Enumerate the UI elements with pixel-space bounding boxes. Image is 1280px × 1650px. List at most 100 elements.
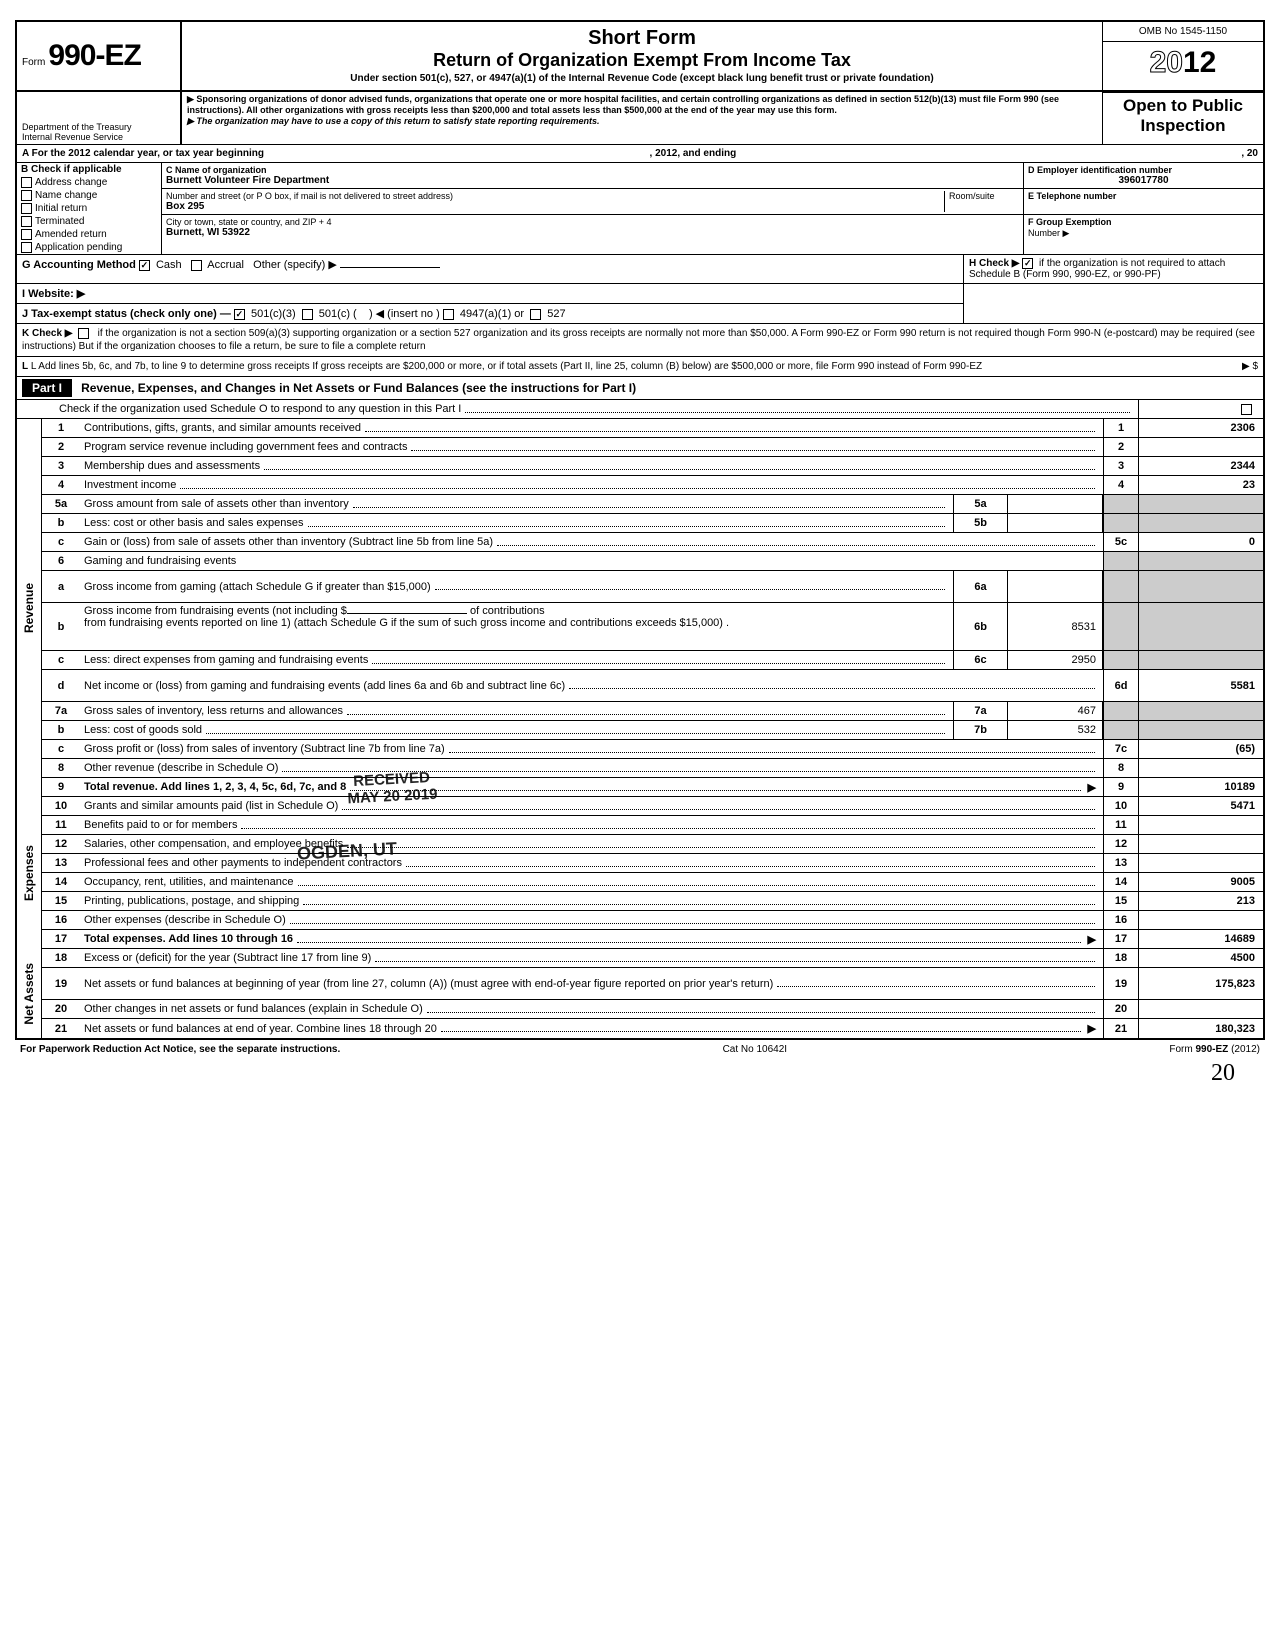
val-1: 2306: [1138, 419, 1263, 437]
val-11: [1138, 816, 1263, 834]
val-21: 180,323: [1138, 1019, 1263, 1038]
cb-4947[interactable]: [443, 309, 454, 320]
val-7c: (65): [1138, 740, 1263, 758]
org-name-row: C Name of organization Burnett Volunteer…: [162, 163, 1023, 189]
label-addr: Number and street (or P O box, if mail i…: [166, 191, 944, 201]
section-f: F Group Exemption Number ▶: [1024, 215, 1263, 241]
irs-label: Internal Revenue Service: [22, 132, 175, 142]
form-header: Form 990-EZ Short Form Return of Organiz…: [17, 22, 1263, 92]
label-city: City or town, state or country, and ZIP …: [166, 217, 1019, 227]
omb-number: OMB No 1545-1150: [1103, 22, 1263, 42]
section-a-text: A For the 2012 calendar year, or tax yea…: [22, 148, 264, 159]
label-phone: E Telephone number: [1028, 191, 1259, 201]
cat-number: Cat No 10642I: [723, 1044, 788, 1055]
val-19: 175,823: [1138, 968, 1263, 999]
cb-pending: Application pending: [17, 241, 161, 254]
val-17: 14689: [1138, 930, 1263, 948]
title-main: Return of Organization Exempt From Incom…: [192, 50, 1092, 71]
label-group2: Number ▶: [1028, 228, 1069, 238]
dept-box: Department of the Treasury Internal Reve…: [17, 92, 182, 144]
expenses-section: Expenses 10Grants and similar amounts pa…: [17, 797, 1263, 949]
val-6d: 5581: [1138, 670, 1263, 701]
form-number: 990-EZ: [48, 39, 140, 72]
signature: 20: [15, 1060, 1265, 1087]
cb-amended: Amended return: [17, 228, 161, 241]
label-accounting: G Accounting Method: [22, 259, 136, 271]
cb-527[interactable]: [530, 309, 541, 320]
label-name: C Name of organization: [166, 165, 1019, 175]
form-id-box: Form 990-EZ: [17, 22, 182, 90]
val-3: 2344: [1138, 457, 1263, 475]
section-j: J Tax-exempt status (check only one) — ✓…: [17, 304, 963, 323]
addr-row: Number and street (or P O box, if mail i…: [162, 189, 1023, 215]
inspection-box: Open to Public Inspection: [1103, 92, 1263, 144]
paperwork-notice: For Paperwork Reduction Act Notice, see …: [20, 1044, 340, 1055]
val-12: [1138, 835, 1263, 853]
val-20: [1138, 1000, 1263, 1018]
cb-name: Name change: [17, 189, 161, 202]
satisfy-note: ▶ The organization may have to use a cop…: [187, 116, 1097, 127]
section-g: G Accounting Method ✓ Cash Accrual Other…: [17, 255, 963, 283]
val-2: [1138, 438, 1263, 456]
section-ij: I Website: ▶ J Tax-exempt status (check …: [17, 284, 1263, 324]
val-15: 213: [1138, 892, 1263, 910]
cb-501c[interactable]: [302, 309, 313, 320]
cb-terminated: Terminated: [17, 215, 161, 228]
title-short: Short Form: [192, 27, 1092, 50]
val-16: [1138, 911, 1263, 929]
city-value: Burnett, WI 53922: [166, 227, 1019, 238]
dept-row: Department of the Treasury Internal Reve…: [17, 92, 1263, 145]
revenue-section: Revenue 1Contributions, gifts, grants, a…: [17, 419, 1263, 797]
footer: For Paperwork Reduction Act Notice, see …: [15, 1040, 1265, 1055]
part1-title: Revenue, Expenses, and Changes in Net As…: [81, 381, 636, 395]
section-i: I Website: ▶: [17, 284, 963, 304]
section-c: C Name of organization Burnett Volunteer…: [162, 163, 1023, 254]
cb-sched-b[interactable]: ✓: [1022, 258, 1033, 269]
section-a-end: , 20: [1241, 148, 1258, 159]
section-def: D Employer identification number 3960177…: [1023, 163, 1263, 254]
tax-year: 2012: [1103, 42, 1263, 84]
val-7a: 467: [1008, 702, 1103, 720]
city-row: City or town, state or country, and ZIP …: [162, 215, 1023, 240]
cb-k[interactable]: [78, 328, 89, 339]
room-label: Room/suite: [949, 191, 1019, 201]
section-e: E Telephone number: [1024, 189, 1263, 215]
val-13: [1138, 854, 1263, 872]
label-group: F Group Exemption: [1028, 217, 1112, 227]
form-prefix: Form: [22, 57, 45, 68]
expenses-side: Expenses: [17, 797, 42, 949]
val-18: 4500: [1138, 949, 1263, 967]
dept-treasury: Department of the Treasury: [22, 122, 175, 132]
section-k: K Check ▶ if the organization is not a s…: [17, 324, 1263, 357]
cb-501c3[interactable]: ✓: [234, 309, 245, 320]
section-b-title: B Check if applicable: [17, 163, 161, 176]
org-name: Burnett Volunteer Fire Department: [166, 175, 1019, 186]
section-b: B Check if applicable Address change Nam…: [17, 163, 162, 254]
form-ref: Form 990-EZ (2012): [1169, 1044, 1260, 1055]
val-9: 10189: [1138, 778, 1263, 796]
cb-accrual[interactable]: [191, 260, 202, 271]
part1-header: Part I Revenue, Expenses, and Changes in…: [17, 377, 1263, 400]
label-ein: D Employer identification number: [1028, 165, 1259, 175]
val-10: 5471: [1138, 797, 1263, 815]
sponsor-note: ▶ Sponsoring organizations of donor advi…: [187, 94, 1097, 116]
cb-initial: Initial return: [17, 202, 161, 215]
sponsor-notes: ▶ Sponsoring organizations of donor advi…: [182, 92, 1103, 144]
netassets-side: Net Assets: [17, 949, 42, 1038]
section-h: H Check ▶ ✓ if the organization is not r…: [963, 255, 1263, 283]
section-bcdef: B Check if applicable Address change Nam…: [17, 163, 1263, 255]
section-d: D Employer identification number 3960177…: [1024, 163, 1263, 189]
cb-address: Address change: [17, 176, 161, 189]
section-l: L L Add lines 5b, 6c, and 7b, to line 9 …: [17, 357, 1263, 377]
cb-sched-o[interactable]: [1241, 404, 1252, 415]
netassets-section: Net Assets 18Excess or (deficit) for the…: [17, 949, 1263, 1038]
box-addr: Box 295: [166, 201, 944, 212]
part1-check: Check if the organization used Schedule …: [17, 400, 1263, 419]
section-a-mid: , 2012, and ending: [650, 148, 737, 159]
year-box: OMB No 1545-1150 2012: [1103, 22, 1263, 90]
val-7b: 532: [1008, 721, 1103, 739]
title-box: Short Form Return of Organization Exempt…: [182, 22, 1103, 90]
part1-label: Part I: [22, 379, 72, 397]
cb-cash[interactable]: ✓: [139, 260, 150, 271]
val-6c: 2950: [1008, 651, 1103, 669]
